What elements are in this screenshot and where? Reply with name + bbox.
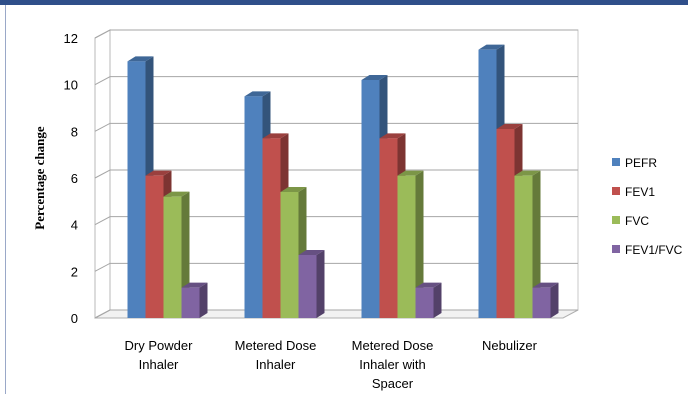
bar-top [397, 170, 424, 176]
y-tick-label: 2 [71, 264, 78, 279]
x-category-label: Metered Dose [235, 338, 317, 353]
bar-fvc [514, 170, 541, 318]
bar-front [244, 96, 263, 318]
bar-top [415, 282, 442, 288]
bar-fev1-fvc [415, 282, 442, 318]
gridline [94, 76, 578, 86]
x-category-label: Nebulizer [482, 338, 538, 353]
bar-top [262, 133, 289, 139]
legend-label: PEFR [625, 156, 657, 170]
x-category-label: Metered Dose [352, 338, 434, 353]
gridline [94, 169, 578, 179]
bar-top [478, 44, 505, 50]
y-tick-label: 4 [71, 218, 78, 233]
bar-fvc [397, 170, 424, 318]
bar-top [298, 250, 325, 255]
bar-front [514, 175, 533, 318]
bar-front [397, 175, 416, 318]
bar-top [280, 187, 307, 192]
legend-swatch [612, 187, 620, 195]
legend-label: FVC [625, 214, 649, 228]
x-category-label: Dry Powder [125, 338, 194, 353]
gridline [94, 122, 578, 132]
x-category-label: Inhaler [256, 357, 296, 372]
bar-front [379, 138, 398, 318]
x-category-label: Inhaler with [359, 357, 425, 372]
bar-top [496, 124, 523, 129]
bar-top [532, 282, 559, 288]
bar-top [163, 191, 190, 197]
y-tick-label: 6 [71, 171, 78, 186]
bar-front [496, 129, 515, 318]
bar-side [316, 250, 325, 318]
bar-side [550, 282, 559, 318]
bar-front [361, 80, 380, 318]
bar-front [181, 287, 200, 318]
bar-fev1-fvc [298, 250, 325, 318]
bar-top [145, 170, 172, 176]
left-border [5, 5, 6, 394]
legend-swatch [612, 245, 620, 253]
top-border [0, 0, 688, 5]
bar-top [514, 170, 541, 176]
bar-fev1-fvc [181, 282, 208, 318]
bar-front [532, 287, 551, 318]
bar-front [262, 138, 281, 318]
y-tick-label: 0 [71, 311, 78, 326]
bar-front [298, 255, 317, 318]
bar-front [127, 61, 146, 318]
bar-top [244, 91, 271, 97]
legend-swatch [612, 158, 620, 166]
bar-side [532, 170, 541, 318]
y-axis-title: Percentage change [32, 126, 47, 230]
legend-label: FEV1 [625, 185, 655, 199]
y-tick-label: 12 [64, 31, 78, 46]
x-category-label: Inhaler [139, 357, 179, 372]
x-category-label: Spacer [372, 376, 414, 391]
legend-label: FEV1/FVC [625, 243, 683, 257]
bar-fev1-fvc [532, 282, 559, 318]
bar-top [361, 75, 388, 80]
bar-front [163, 196, 182, 318]
bar-top [181, 282, 208, 288]
y-tick-label: 8 [71, 124, 78, 139]
bar-side [199, 282, 208, 318]
bar-side [433, 282, 442, 318]
bar-front [478, 49, 497, 319]
bar-front [415, 287, 434, 318]
bar-top [127, 56, 154, 62]
bar-front [280, 192, 299, 318]
bar-side [415, 170, 424, 318]
bar-front [145, 175, 164, 318]
bar-top [379, 133, 406, 139]
legend-swatch [612, 216, 620, 224]
y-tick-label: 10 [64, 78, 78, 93]
gridline [94, 29, 578, 39]
